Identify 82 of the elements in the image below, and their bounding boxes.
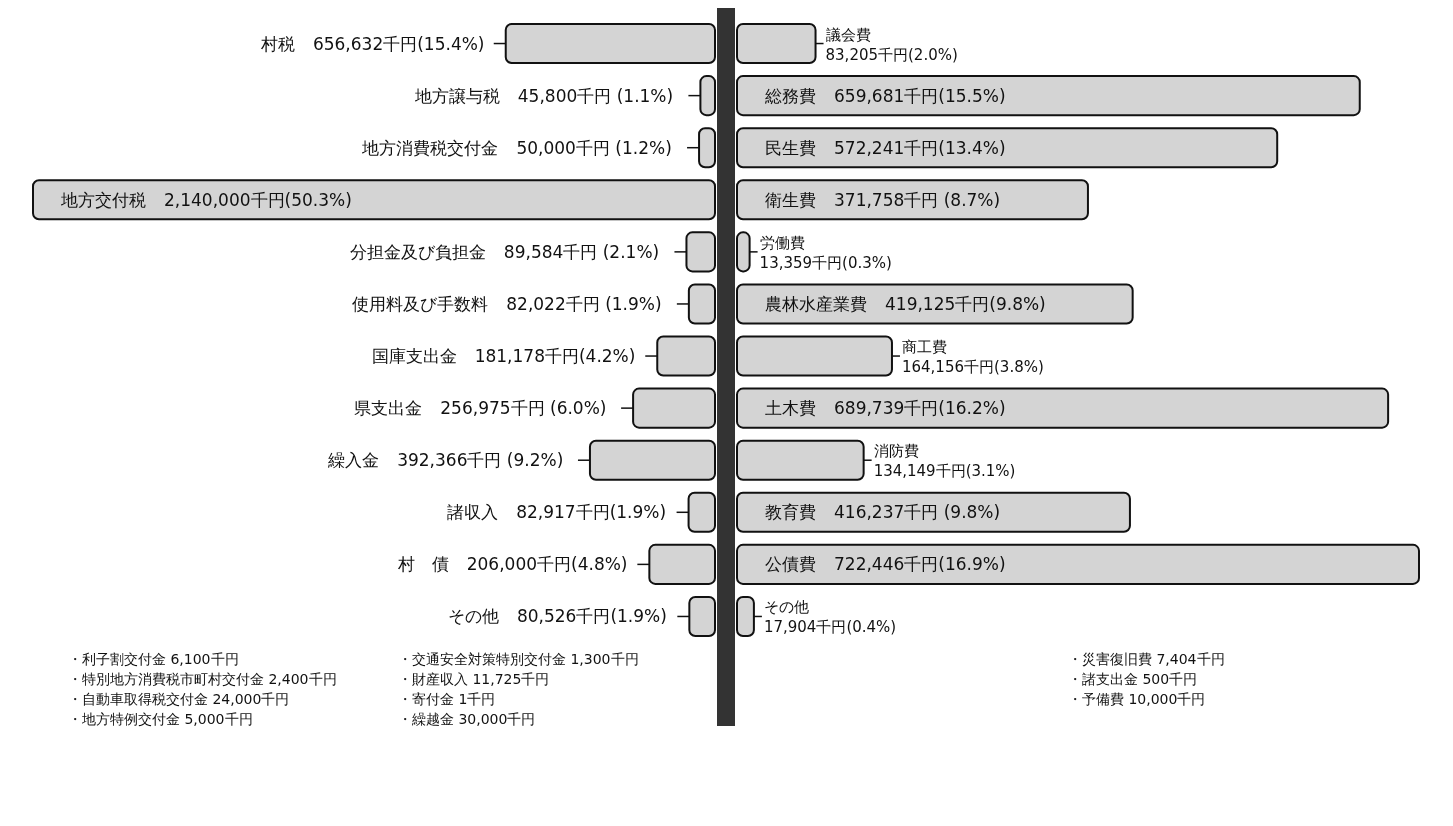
data-label: 83,205千円(2.0%) — [825, 45, 958, 64]
y-tick-label: 村税 — [259, 33, 295, 54]
y-tick-label: 県支出金 — [354, 398, 423, 419]
y-tick-label: 衛生費 — [765, 189, 816, 210]
y-tick-label: 消防費 — [873, 442, 919, 461]
data-label: 13,359千円(0.3%) — [759, 253, 892, 272]
y-tick-label: その他 — [763, 598, 809, 617]
text: ・寄付金 1千円 — [398, 691, 496, 707]
bar — [736, 23, 817, 65]
bar — [699, 75, 716, 117]
data-label: 50,000千円 (1.2%) — [516, 137, 672, 158]
text: ・地方特例交付金 5,000千円 — [68, 711, 253, 727]
bar — [698, 127, 716, 169]
bar — [736, 335, 893, 377]
text: ・災害復旧費 7,404千円 — [1068, 651, 1225, 667]
data-label: 89,584千円 (2.1%) — [503, 241, 660, 262]
bar — [736, 231, 751, 273]
y-tick-label: 繰入金 — [327, 450, 380, 471]
data-label: 256,975千円 (6.0%) — [440, 398, 607, 419]
y-tick-label: 農林水産業費 — [765, 293, 867, 314]
bar — [648, 543, 716, 585]
text: ・財産収入 11,725千円 — [398, 671, 550, 687]
y-tick-label: 地方消費税交付金 — [361, 137, 499, 158]
bar — [736, 439, 865, 481]
data-label: 689,739千円(16.2%) — [834, 398, 1006, 419]
bar — [687, 491, 716, 533]
bar — [685, 231, 716, 273]
bar — [656, 335, 716, 377]
data-label: 419,125千円(9.8%) — [885, 293, 1046, 314]
bar — [688, 595, 716, 637]
data-label: 181,178千円(4.2%) — [474, 346, 636, 367]
y-tick-label: 土木費 — [765, 398, 816, 419]
y-tick-label: 商工費 — [901, 338, 947, 357]
data-label: 659,681千円(15.5%) — [834, 85, 1006, 106]
y-tick-label: 使用料及び手数料 — [352, 293, 489, 314]
data-label: 416,237千円 (9.8%) — [834, 502, 1001, 523]
data-label: 572,241千円(13.4%) — [834, 137, 1006, 158]
y-tick-label: 地方譲与税 — [413, 85, 500, 106]
y-tick-label: 議会費 — [825, 25, 871, 44]
y-tick-label: 国庫支出金 — [371, 346, 457, 367]
data-label: 164,156千円(3.8%) — [901, 358, 1044, 377]
y-tick-label: 民生費 — [765, 137, 816, 158]
bar — [687, 283, 716, 325]
data-label: 2,140,000千円(50.3%) — [164, 189, 352, 210]
y-tick-label: 労働費 — [759, 233, 805, 252]
text: ・予備費 10,000千円 — [1068, 691, 1206, 707]
data-label: 392,366千円 (9.2%) — [397, 450, 564, 471]
text: ・利子割交付金 6,100千円 — [68, 651, 239, 667]
y-tick-label: 地方交付税 — [60, 189, 146, 210]
text: ・特別地方消費税市町村交付金 2,400千円 — [68, 671, 337, 687]
data-label: 722,446千円(16.9%) — [834, 554, 1006, 575]
y-tick-label: 諸収入 — [447, 502, 499, 523]
data-label: 134,149千円(3.1%) — [873, 462, 1016, 481]
bar — [736, 75, 1361, 117]
y-tick-label: 分担金及び負担金 — [349, 241, 486, 262]
data-label: 371,758千円 (8.7%) — [834, 189, 1001, 210]
data-label: 206,000千円(4.8%) — [466, 554, 628, 575]
y-tick-label: 村 債 — [396, 554, 449, 575]
data-label: 80,526千円(1.9%) — [516, 606, 667, 627]
bar — [736, 127, 1279, 169]
text: ・自動車取得税交付金 24,000千円 — [68, 691, 290, 707]
text: ・交通安全対策特別交付金 1,300千円 — [398, 651, 639, 667]
data-label: 656,632千円(15.4%) — [312, 33, 485, 54]
bar — [504, 23, 716, 65]
y-tick-label: その他 — [447, 606, 499, 627]
text: ・諸支出金 500千円 — [1068, 671, 1198, 687]
bar — [632, 387, 716, 429]
data-label: 82,022千円 (1.9%) — [506, 293, 662, 314]
data-label: 82,917千円(1.9%) — [516, 502, 667, 523]
bar — [736, 491, 1131, 533]
bar — [736, 595, 755, 637]
bar — [736, 179, 1089, 221]
bar — [588, 439, 716, 481]
y-tick-label: 教育費 — [765, 502, 816, 523]
bar — [32, 179, 716, 221]
text: ・繰越金 30,000千円 — [398, 711, 536, 727]
y-tick-label: 総務費 — [764, 85, 816, 106]
bar — [736, 543, 1420, 585]
data-label: 45,800千円 (1.1%) — [517, 85, 674, 106]
bar — [736, 387, 1390, 429]
y-tick-label: 公債費 — [765, 554, 816, 575]
data-label: 17,904千円(0.4%) — [763, 618, 897, 637]
